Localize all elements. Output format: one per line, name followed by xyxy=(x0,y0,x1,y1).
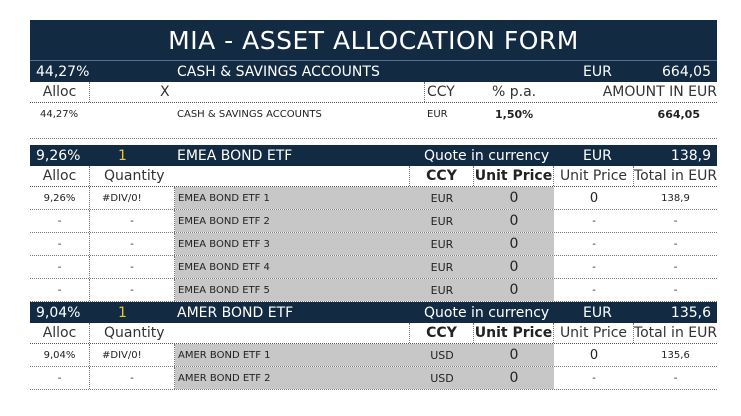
table-row: - - EMEA BOND ETF 4 EUR 0 - - xyxy=(30,256,717,279)
cash-label: CASH & SAVINGS ACCOUNTS xyxy=(177,63,380,80)
cash-row-amount: 664,05 xyxy=(657,107,700,121)
cash-data-row: 44,27% CASH & SAVINGS ACCOUNTS EUR 1,50%… xyxy=(30,103,717,139)
cash-row-rate[interactable]: 1,50% xyxy=(495,107,534,121)
cash-header-row: Alloc X CCY % p.a. AMOUNT IN EUR xyxy=(30,82,717,103)
cash-row-name: CASH & SAVINGS ACCOUNTS xyxy=(177,108,322,120)
section-name: EMEA BOND ETF xyxy=(177,147,293,164)
section-count: 1 xyxy=(118,304,127,321)
quote-label: Quote in currency xyxy=(424,304,550,321)
section-emea-rows: 9,26% #DIV/0! EMEA BOND ETF 1 EUR 0 0 13… xyxy=(30,187,717,302)
col-quantity: Quantity xyxy=(90,166,410,186)
col-ccy: CCY xyxy=(410,166,474,186)
col-amount: AMOUNT IN EUR xyxy=(602,84,717,100)
table-row: 9,04% #DIV/0! AMER BOND ETF 1 USD 0 0 13… xyxy=(30,344,717,367)
col-alloc: Alloc xyxy=(30,166,90,186)
col-ccy: CCY xyxy=(427,84,455,100)
col-alloc: Alloc xyxy=(30,82,90,102)
quote-label: Quote in currency xyxy=(424,147,550,164)
cash-row-ccy: EUR xyxy=(427,108,448,120)
section-pct: 9,26% xyxy=(36,147,81,164)
table-row: - - EMEA BOND ETF 2 EUR 0 - - xyxy=(30,210,717,233)
col-x: X xyxy=(160,84,170,100)
col-unit-price-2: Unit Price xyxy=(554,323,634,343)
asset-allocation-sheet: MIA - ASSET ALLOCATION FORM 44,27% CASH … xyxy=(30,20,717,390)
table-row: - - AMER BOND ETF 2 USD 0 - - xyxy=(30,367,717,390)
section-pct: 9,04% xyxy=(36,304,81,321)
section-name: AMER BOND ETF xyxy=(177,304,294,321)
cash-amount: 664,05 xyxy=(662,63,711,80)
section-ccy: EUR xyxy=(583,304,612,321)
section-amer-rows: 9,04% #DIV/0! AMER BOND ETF 1 USD 0 0 13… xyxy=(30,344,717,390)
section-amer-header: Alloc Quantity CCY Unit Price Unit Price… xyxy=(30,323,717,344)
table-row: 9,26% #DIV/0! EMEA BOND ETF 1 EUR 0 0 13… xyxy=(30,187,717,210)
section-ccy: EUR xyxy=(583,147,612,164)
col-unit-price: Unit Price xyxy=(474,323,554,343)
section-emea-header: Alloc Quantity CCY Unit Price Unit Price… xyxy=(30,166,717,187)
col-quantity: Quantity xyxy=(90,323,410,343)
col-unit-price-2: Unit Price xyxy=(554,166,634,186)
cash-summary-row: 44,27% CASH & SAVINGS ACCOUNTS EUR 664,0… xyxy=(30,60,717,82)
cash-row-alloc: 44,27% xyxy=(40,108,79,120)
col-rate: % p.a. xyxy=(492,84,537,100)
table-row: - - EMEA BOND ETF 3 EUR 0 - - xyxy=(30,233,717,256)
col-unit-price: Unit Price xyxy=(474,166,554,186)
section-amer-summary: 9,04% 1 AMER BOND ETF Quote in currency … xyxy=(30,302,717,323)
form-title: MIA - ASSET ALLOCATION FORM xyxy=(30,20,717,60)
section-total: 135,6 xyxy=(670,304,711,321)
cash-pct: 44,27% xyxy=(36,63,90,80)
col-ccy: CCY xyxy=(410,323,474,343)
section-total: 138,9 xyxy=(670,147,711,164)
section-emea-summary: 9,26% 1 EMEA BOND ETF Quote in currency … xyxy=(30,145,717,166)
cash-ccy: EUR xyxy=(583,63,612,80)
col-alloc: Alloc xyxy=(30,323,90,343)
table-row: - - EMEA BOND ETF 5 EUR 0 - - xyxy=(30,279,717,302)
col-total-eur: Total in EUR xyxy=(634,168,717,184)
section-count: 1 xyxy=(118,147,127,164)
col-total-eur: Total in EUR xyxy=(634,325,717,341)
